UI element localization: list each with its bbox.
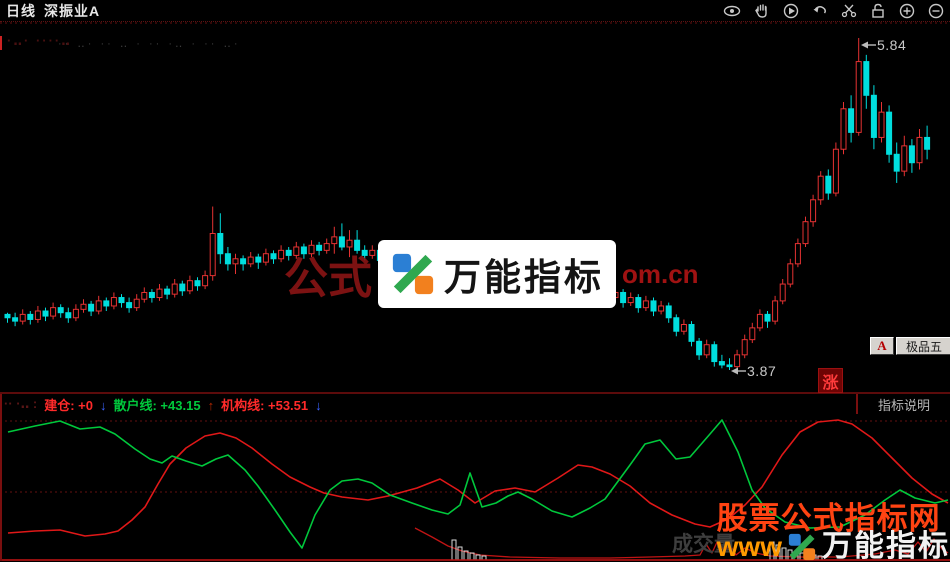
watermark-gongshi-text: 公式 xyxy=(284,254,372,303)
dim-volume-label: 成交量 xyxy=(672,533,735,556)
stock-name: 深振业A xyxy=(44,2,101,19)
indicator-value: ↑ xyxy=(207,397,215,413)
indicator-value: ↓ xyxy=(315,397,322,413)
indicator-value: 建仓: +0 xyxy=(44,397,93,413)
watermark-brand-box: 万能指标 xyxy=(378,240,616,308)
chart-title: 日线 深振业A xyxy=(6,1,100,21)
high-price-label: 5.84 xyxy=(877,37,907,53)
zoom-in-icon[interactable] xyxy=(899,3,915,19)
brand-logo-icon xyxy=(788,533,816,561)
toolbar xyxy=(723,3,944,19)
corner-watermark-brand: 万能指标 xyxy=(822,530,950,562)
period-label: 日线 xyxy=(6,2,36,19)
scissors-icon[interactable] xyxy=(841,3,857,19)
watermark-domain-text: om.cn xyxy=(622,258,699,289)
indicator-values: 建仓: +0 ↓ 散户线: +43.15 ↑ 机构线: +53.51 ↓ xyxy=(44,395,328,414)
side-button-group: A 极品五 xyxy=(870,337,950,355)
low-price-label: 3.87 xyxy=(747,363,777,379)
zoom-out-icon[interactable] xyxy=(928,3,944,19)
watermark-brand-text: 万能指标 xyxy=(444,257,604,298)
title-bar: 日线 深振业A xyxy=(0,0,950,22)
dim-artifact-text: ·‥· ····‥ xyxy=(7,33,72,48)
indicator-doc-button[interactable]: 指标说明 xyxy=(877,397,930,413)
play-icon[interactable] xyxy=(783,3,799,19)
indicator-value: 机构线: +53.51 xyxy=(221,397,309,413)
dim-artifact-specks: ·· ‥· ·· ‥ · ·· ·‥ · ·· ‥· xyxy=(58,38,241,50)
corner-watermark: 股票公式指标网 www 万能指标 xyxy=(717,503,950,562)
rise-badge: 涨 xyxy=(818,368,843,393)
brand-logo-icon xyxy=(392,253,434,295)
indicator-preset-button[interactable]: 极品五 xyxy=(896,337,950,355)
indicator-value: ↓ xyxy=(99,397,107,413)
hand-icon[interactable] xyxy=(754,3,770,19)
dim-indicator-name: ·· ·‥ : xyxy=(4,396,38,411)
corner-watermark-www: www xyxy=(716,531,782,562)
corner-watermark-title: 股票公式指标网 xyxy=(716,501,941,536)
a-button[interactable]: A xyxy=(870,337,894,355)
indicator-header: ·· ·‥ : 建仓: +0 ↓ 散户线: +43.15 ↑ 机构线: +53.51 ↓ xyxy=(0,394,856,414)
lock-icon[interactable] xyxy=(870,3,886,19)
indicator-value: 散户线: +43.15 xyxy=(113,397,201,413)
center-watermark: 公式 万能指标 om.cn xyxy=(284,240,699,308)
undo-icon[interactable] xyxy=(812,3,828,19)
eye-icon[interactable] xyxy=(723,3,741,19)
